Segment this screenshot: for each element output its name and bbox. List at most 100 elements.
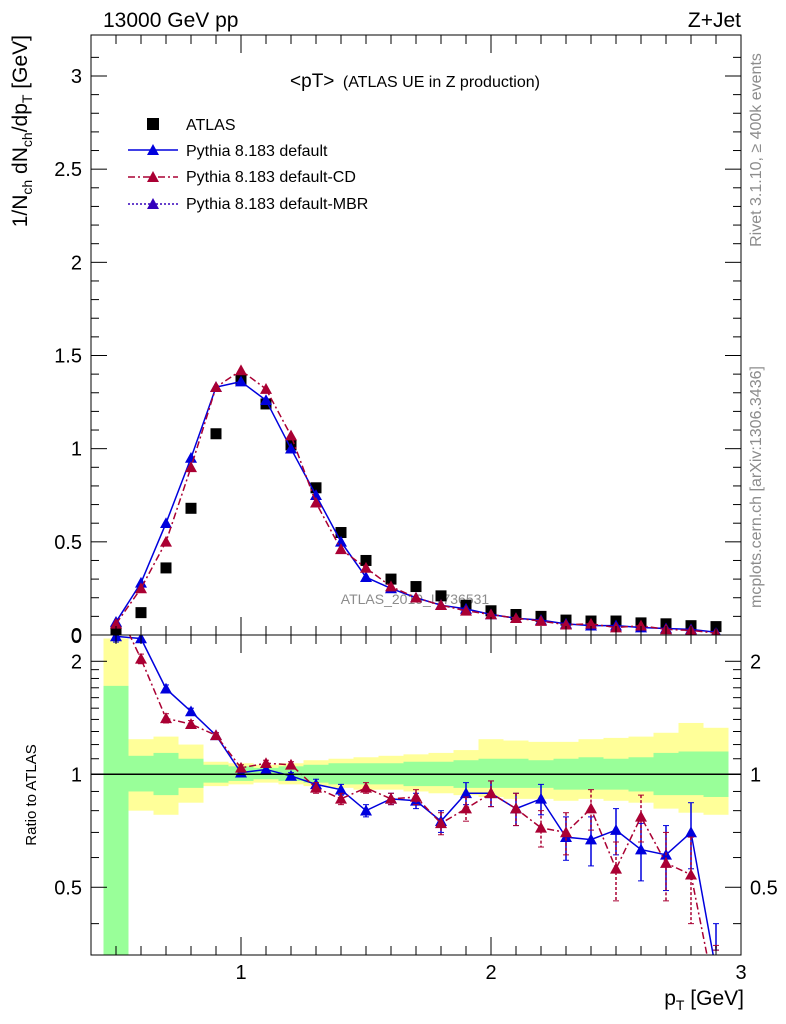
ratio-marker-cd (485, 787, 497, 799)
legend: ATLAS Pythia 8.183 default Pythia 8.183 … (128, 117, 368, 213)
ratio-panel: 0.5 0.5 1 1 2 2 1 2 3 Ratio to ATLAS pT [GeV] (23, 600, 778, 1013)
main-marker-cd (385, 580, 397, 592)
ratio-marker-cd (235, 761, 247, 773)
ratio-y-tick-label-left: 0.5 (54, 877, 82, 899)
main-plot-title-sub: (ATLAS UE in Z production) (343, 74, 540, 91)
ratio-marker-cd (260, 757, 272, 769)
ratio-band-inner (678, 751, 704, 796)
main-marker-cd (135, 582, 147, 594)
main-marker-cd (160, 535, 172, 547)
ratio-marker-cd (585, 802, 597, 814)
main-marker-default (135, 576, 147, 588)
ratio-marker-cd (460, 802, 472, 814)
x-tick-label: 3 (735, 962, 746, 984)
main-marker-cd (285, 429, 297, 441)
main-marker-cd (635, 619, 647, 631)
ratio-marker-cd (410, 790, 422, 802)
ratio-marker-cd (685, 868, 697, 880)
main-y-axis-label: 1/Nch dNch/dpT [GeV] (9, 35, 35, 227)
atlas-data-point (135, 607, 147, 619)
ratio-y-tick-label-right: 1 (750, 764, 761, 786)
main-marker-cd (110, 617, 122, 629)
main-marker-cd (510, 612, 522, 624)
atlas-data-point (360, 554, 372, 566)
ratio-marker-cd (635, 810, 647, 822)
ratio-marker-cd (435, 817, 447, 829)
atlas-data-point (185, 502, 197, 514)
ratio-marker-cd (560, 826, 572, 838)
ratio-series-group (110, 600, 719, 955)
ratio-marker-default (335, 783, 347, 795)
main-marker-cd (310, 496, 322, 508)
atlas-data-point (410, 581, 422, 593)
main-marker-cd (185, 461, 197, 473)
legend-label-cd: Pythia 8.183 default-CD (186, 169, 356, 186)
ratio-marker-default (460, 787, 472, 799)
main-marker-cd (460, 604, 472, 616)
ratio-marker-cd (360, 781, 372, 793)
main-y-tick-label: 0.5 (54, 532, 82, 554)
header-right-label: Z+Jet (688, 9, 741, 32)
ratio-marker-cd (660, 857, 672, 868)
ratio-y-tick-label-left: 1 (71, 764, 82, 786)
main-series-group (110, 364, 722, 635)
ratio-marker-default (585, 833, 597, 845)
main-marker-default (160, 517, 172, 528)
ratio-y-tick-label-right: 0.5 (750, 877, 778, 899)
legend-label-default: Pythia 8.183 default (186, 143, 328, 160)
ratio-marker-cd (385, 792, 397, 804)
ratio-marker-cd (335, 792, 347, 804)
ratio-marker-default (535, 792, 547, 804)
main-y-tick-label: 2.5 (54, 159, 82, 181)
ratio-marker-default (185, 705, 197, 717)
main-marker-default (310, 489, 322, 501)
atlas-data-point (210, 428, 222, 440)
mcplots-label: mcplots.cern.ch [arXiv:1306.3436] (748, 366, 765, 608)
ratio-marker-cd (185, 718, 197, 729)
main-marker-cd (585, 617, 597, 629)
ratio-y-tick-label-left: 2 (71, 651, 82, 673)
ratio-marker-default (160, 682, 172, 694)
ratio-band-inner (178, 758, 204, 788)
main-marker-cd (485, 608, 497, 620)
legend-label-mbr: Pythia 8.183 default-MBR (186, 196, 368, 213)
ratio-marker-default (635, 843, 647, 855)
ratio-marker-cd (160, 712, 172, 724)
ratio-marker-cd (285, 758, 297, 770)
main-plot-title: <pT> (ATLAS UE in Z production) (290, 71, 540, 92)
main-marker-cd (210, 381, 222, 392)
main-marker-cd (360, 561, 372, 573)
ratio-band-inner (503, 758, 529, 788)
ratio-marker-cd (110, 600, 122, 611)
x-axis-label: pT [GeV] (664, 987, 744, 1013)
legend-marker-mbr (147, 198, 159, 209)
ratio-marker-cd (135, 652, 147, 664)
ratio-y-tick-label-right: 2 (750, 651, 761, 673)
atlas-data-point (435, 590, 447, 602)
main-y-tick-label: 2 (71, 252, 82, 274)
main-marker-cd (335, 543, 347, 555)
main-y-tick-label: 0 (71, 625, 82, 647)
x-tick-label: 1 (235, 962, 246, 984)
main-marker-cd (410, 591, 422, 603)
ratio-marker-default (285, 769, 297, 781)
legend-marker-atlas (147, 118, 159, 130)
main-marker-cd (535, 615, 547, 626)
ratio-marker-cd (610, 862, 622, 874)
main-marker-cd (435, 599, 447, 610)
ratio-marker-cd (510, 802, 522, 814)
atlas-data-point (335, 527, 347, 539)
main-y-tick-label: 1 (71, 439, 82, 461)
atlas-data-point (160, 562, 172, 574)
main-y-tick-label: 3 (71, 66, 82, 88)
main-marker-default (360, 571, 372, 583)
main-y-tick-label: 1.5 (54, 345, 82, 367)
main-marker-default (285, 442, 297, 454)
header-left-label: 13000 GeV pp (103, 9, 238, 32)
rivet-version-label: Rivet 3.1.10, ≥ 400k events (748, 53, 765, 247)
ratio-marker-cd (210, 729, 222, 741)
x-tick-label: 2 (485, 962, 496, 984)
legend-marker-default (147, 144, 159, 155)
main-marker-default (260, 394, 272, 406)
